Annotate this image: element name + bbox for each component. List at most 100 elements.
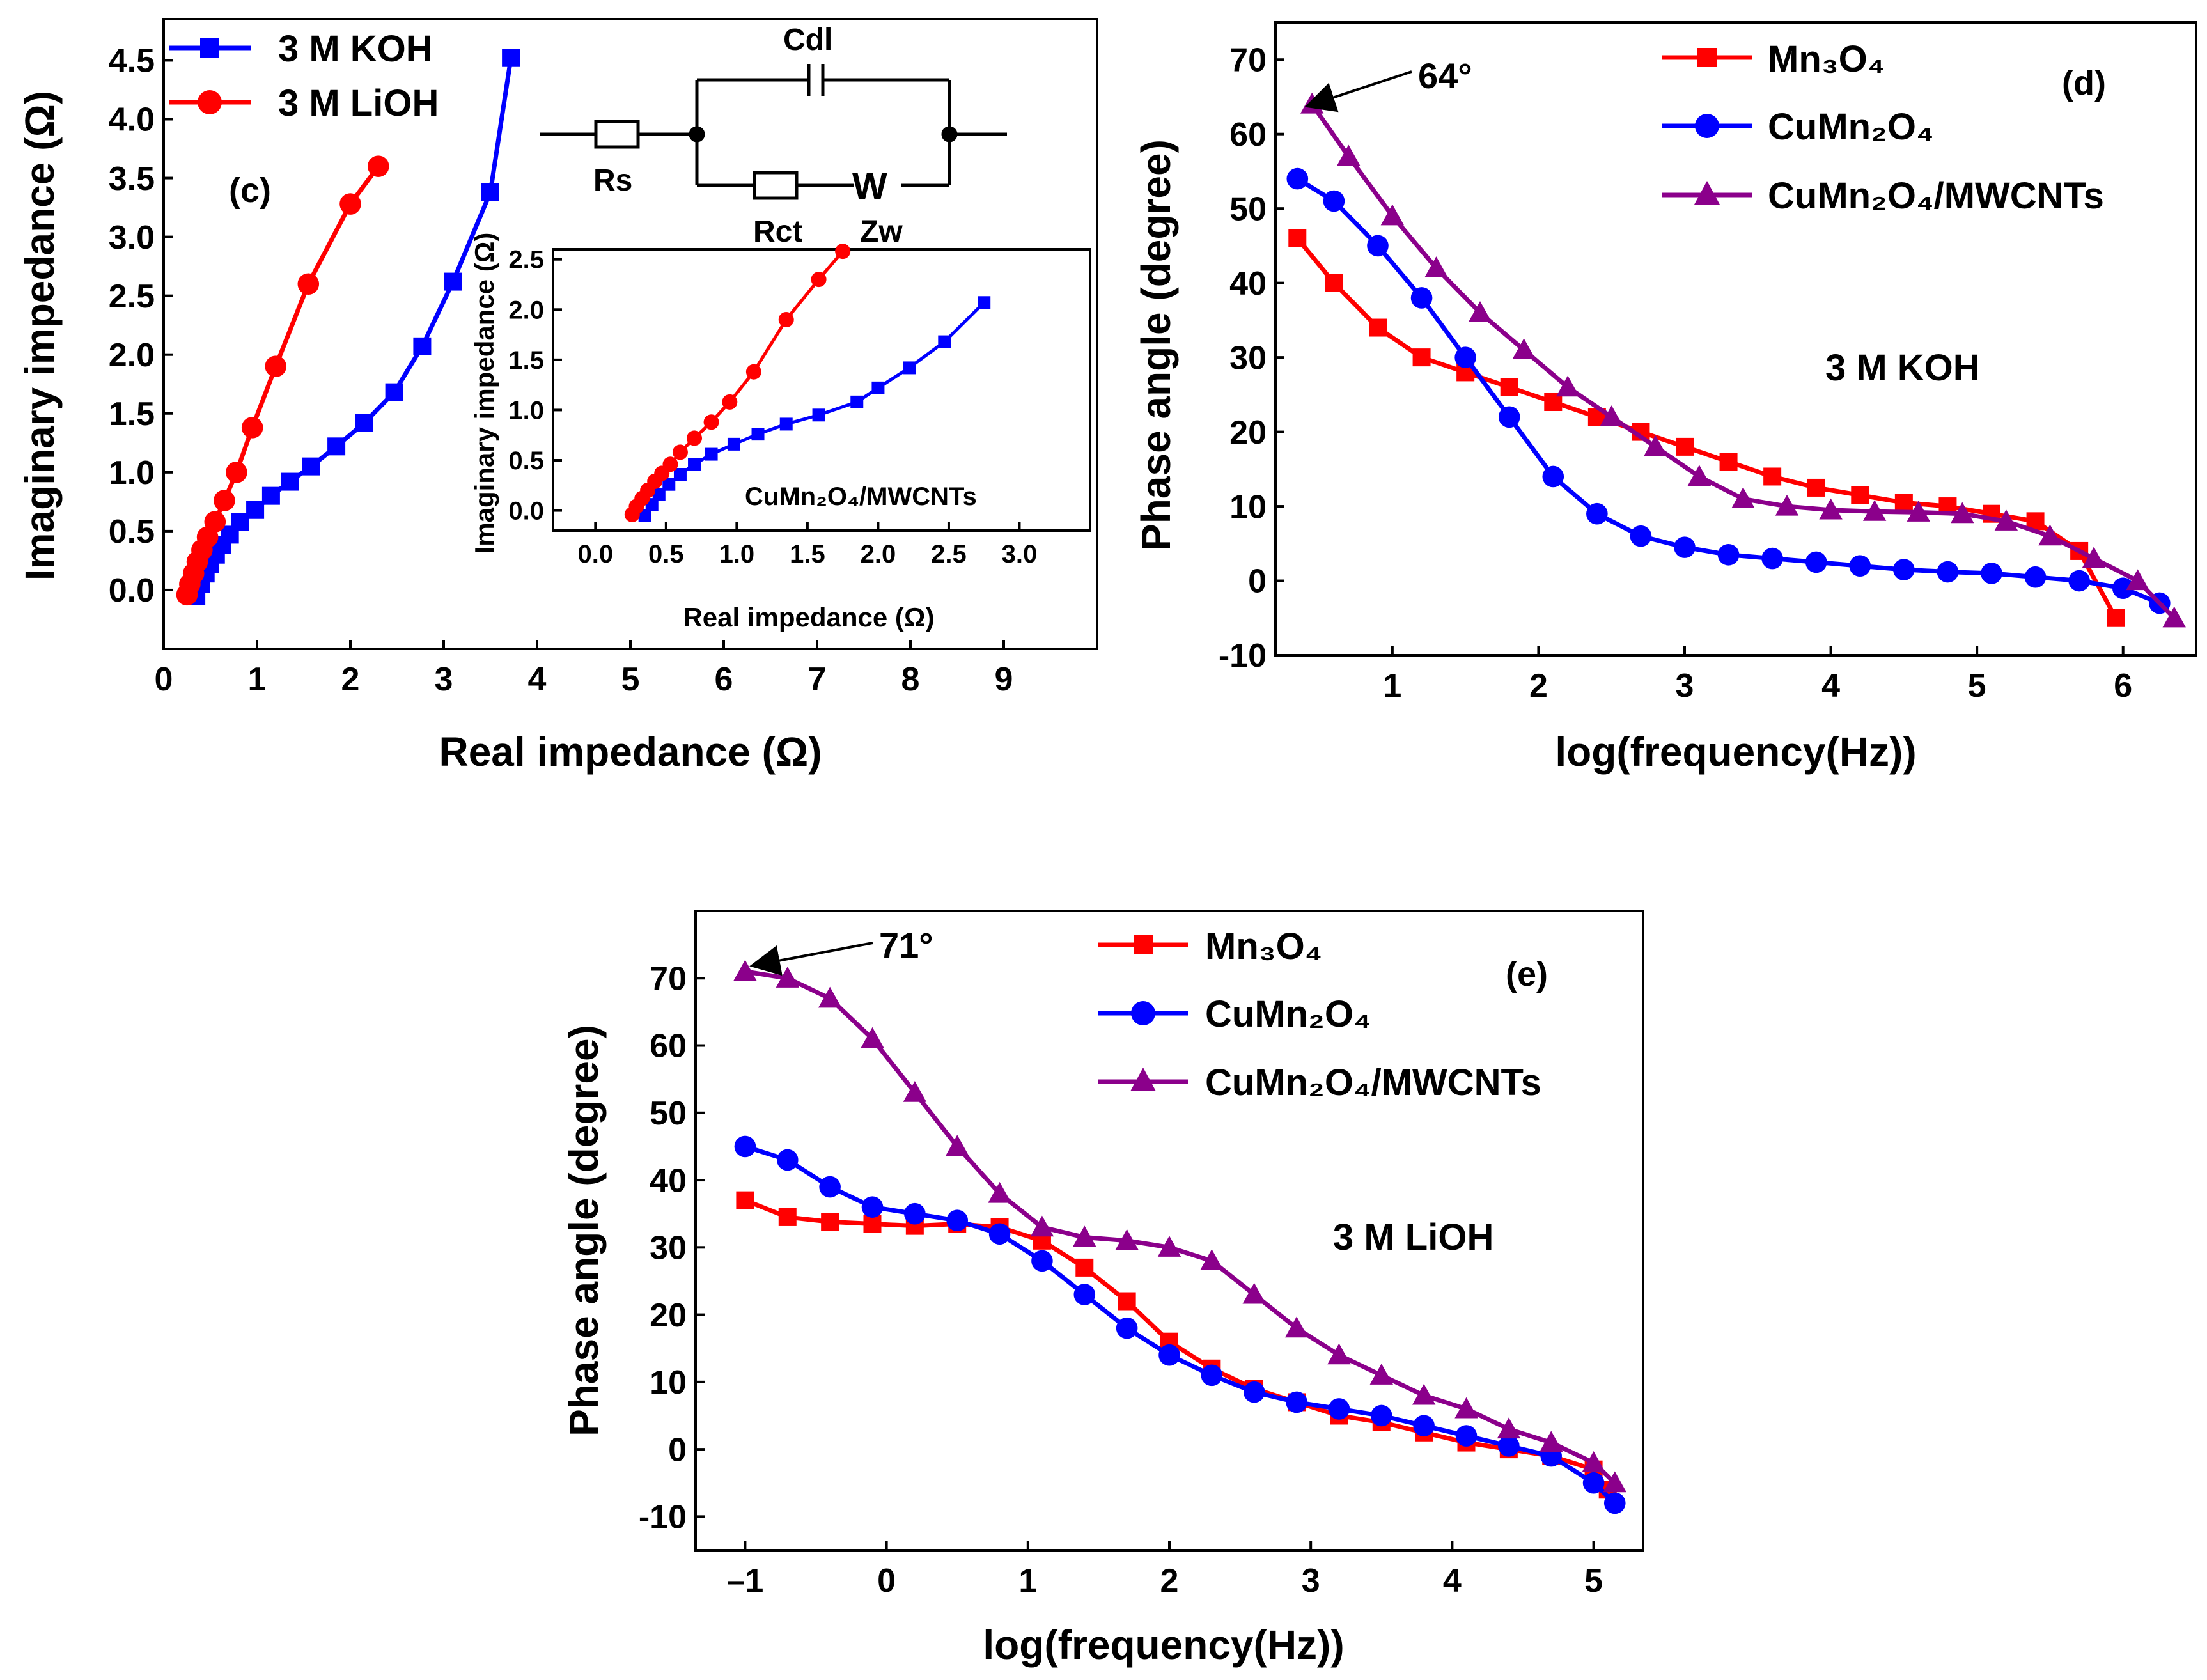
d-data-point <box>1288 229 1307 247</box>
e-data-point <box>1286 1391 1307 1413</box>
inset-ytick-label: 2.0 <box>508 296 544 324</box>
d-data-point <box>2038 524 2062 546</box>
circuit-w-label: W <box>852 166 887 207</box>
legend-e-mwcnt-marker <box>1130 1068 1156 1091</box>
legend-d-cumn2o4-label: CuMn₂O₄ <box>1768 106 1934 148</box>
d-data-point <box>2024 566 2047 588</box>
c-ytick-label: 0.0 <box>109 572 155 609</box>
panel-e-label: (e) <box>1506 955 1548 993</box>
panel-c-y-ticks: 0.0 0.5 1.0 1.5 2.0 2.5 3.0 3.5 4.0 4.5 <box>109 43 173 609</box>
panel-c-x-axis-label: Real impedance (Ω) <box>439 729 822 775</box>
e-series-line-0 <box>744 1198 1610 1491</box>
inset-data-point <box>705 447 718 461</box>
d-data-point <box>1542 465 1564 488</box>
d-data-point <box>1893 559 1915 580</box>
e-data-point <box>734 1135 756 1158</box>
c-data-point <box>355 414 373 432</box>
e-data-point <box>903 1081 927 1102</box>
legend-d-cumn2o4-marker <box>1695 114 1719 138</box>
panel-d-x-axis-label: log(frequency(Hz)) <box>1555 729 1916 775</box>
d-data-point <box>1851 486 1869 504</box>
e-data-point <box>1030 1215 1054 1237</box>
e-series-line-2 <box>744 969 1617 1485</box>
circuit-rs-label: Rs <box>593 164 632 198</box>
legend-koh-marker <box>200 38 219 58</box>
inset-ytick-label: 2.5 <box>508 246 544 274</box>
e-data-point <box>1073 1284 1096 1305</box>
panel-d-y-ticks: -10 0 10 20 30 40 50 60 70 <box>1219 42 1284 674</box>
d-data-point <box>1337 144 1361 166</box>
panel-e-y-ticks: -10 0 10 20 30 40 50 60 70 <box>639 960 705 1536</box>
panel-e-x-ticks: –1 0 1 2 3 4 5 <box>726 1541 1603 1599</box>
e-data-point <box>1201 1364 1223 1387</box>
d-data-point <box>1498 406 1520 428</box>
d-data-point <box>2082 547 2106 568</box>
legend-d-mwcnt-marker <box>1694 181 1720 205</box>
d-ytick-label: 40 <box>1229 265 1267 302</box>
e-xtick-label: 1 <box>1018 1562 1037 1599</box>
c-ytick-label: 4.5 <box>109 43 155 80</box>
e-data-point <box>1582 1472 1605 1494</box>
inset-data-point <box>812 408 825 422</box>
c-data-point <box>214 490 235 511</box>
e-ytick-label: 50 <box>650 1095 687 1132</box>
d-xtick-label: 2 <box>1529 667 1548 704</box>
d-xtick-label: 6 <box>2114 667 2132 704</box>
inset-data-point <box>722 394 738 410</box>
inset-ytick-label: 0.5 <box>508 447 544 475</box>
e-data-point <box>733 960 757 981</box>
d-data-point <box>1286 167 1309 190</box>
d-series-line-1 <box>1296 176 2161 605</box>
inset-data-point <box>978 296 991 309</box>
inset-data-point <box>687 430 703 446</box>
d-ytick-label: 0 <box>1248 563 1267 600</box>
e-data-point <box>1369 1364 1393 1385</box>
inset-data-point <box>745 364 761 380</box>
c-data-point <box>481 183 499 201</box>
legend-e-cumn2o4-marker <box>1131 1001 1155 1025</box>
e-data-point <box>863 1215 882 1233</box>
e-data-point <box>1284 1316 1309 1338</box>
panel-d-annotation: 3 M KOH <box>1825 347 1980 389</box>
circuit-zw-label: Zw <box>860 215 903 249</box>
e-data-point <box>776 967 799 988</box>
d-data-point <box>1807 478 1825 497</box>
d-data-point <box>2112 577 2134 599</box>
e-data-point <box>1115 1229 1139 1250</box>
inset-data-point <box>938 335 951 348</box>
panel-d-label: (d) <box>2062 64 2106 102</box>
e-xtick-label: 4 <box>1443 1562 1462 1599</box>
inset-frame <box>552 248 1091 532</box>
e-data-point <box>821 1213 839 1231</box>
inset-y-axis-label: Imaginary impedance (Ω) <box>469 233 499 554</box>
d-data-point <box>2107 609 2125 627</box>
panel-c-label: (c) <box>229 171 271 210</box>
c-ytick-label: 2.0 <box>109 337 155 374</box>
d-data-point <box>1819 498 1843 520</box>
d-data-point <box>1500 378 1518 396</box>
d-ytick-label: 70 <box>1229 42 1267 79</box>
d-data-point <box>1412 348 1431 367</box>
e-data-point <box>1413 1415 1435 1437</box>
e-data-point <box>1582 1451 1605 1472</box>
e-data-point <box>1157 1236 1181 1257</box>
e-data-point <box>1455 1425 1478 1447</box>
e-data-point <box>1031 1250 1053 1272</box>
c-data-point <box>281 472 299 491</box>
d-ytick-label: 10 <box>1229 488 1267 525</box>
e-data-point <box>1118 1292 1136 1311</box>
e-data-point <box>736 1191 754 1209</box>
c-data-point <box>226 462 247 483</box>
panel-e-peak-label: 71° <box>879 925 933 965</box>
inset-xtick-label: 3.0 <box>1002 540 1038 568</box>
d-data-point <box>2126 569 2149 591</box>
d-data-point <box>1994 509 2018 531</box>
c-data-point <box>302 457 320 476</box>
panel-d-x-ticks: 1 2 3 4 5 6 <box>1383 646 2132 704</box>
c-data-point <box>368 155 389 177</box>
c-data-point <box>204 511 226 533</box>
d-ytick-label: 20 <box>1229 414 1267 451</box>
inset-y-ticks: 0.0 0.5 1.0 1.5 2.0 2.5 <box>508 246 562 525</box>
panel-d-peak-label: 64° <box>1418 56 1472 96</box>
